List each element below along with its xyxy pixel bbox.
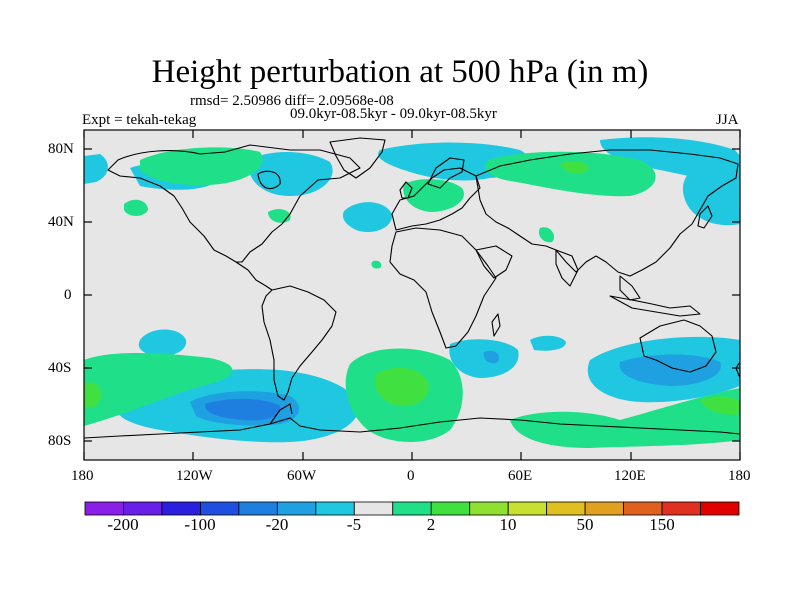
colorbar-label: -20 (265, 515, 289, 534)
strongest-negative-region (204, 398, 281, 421)
x-tick-label: 120W (176, 468, 213, 484)
plot-title: Height perturbation at 500 hPa (in m) (151, 54, 649, 90)
anomaly-region (682, 168, 740, 226)
experiment-label: Expt = tekah-tekag (82, 112, 197, 128)
colorbar-swatch (623, 501, 663, 516)
colorbar-label: 50 (576, 515, 594, 534)
strong-positive-regions (84, 161, 740, 415)
positive-regions (84, 147, 740, 448)
coastline-madagascar (491, 313, 501, 337)
colorbar-swatch (700, 501, 740, 516)
colorbar (84, 501, 740, 516)
anomaly-region (530, 335, 566, 351)
anomaly-region (560, 161, 589, 174)
coastline-southeast-asia (619, 275, 641, 301)
coastline-north-america (107, 144, 361, 263)
coastline-australia (639, 319, 717, 373)
colorbar-label: 10 (499, 515, 517, 534)
x-tick-label: 180 (71, 468, 94, 484)
stats-text: rmsd= 2.50986 diff= 2.09568e-08 (190, 93, 394, 109)
colorbar-label: -5 (346, 515, 362, 534)
negative-regions (84, 137, 740, 443)
coastline-antarctic-peninsula (269, 403, 293, 425)
y-tick-label: 80S (48, 433, 72, 449)
y-tick-label: 40S (48, 360, 72, 376)
y-tick-label: 80N (48, 141, 74, 157)
anomaly-region (483, 350, 500, 364)
anomaly-region (84, 154, 108, 184)
colorbar-swatch (315, 501, 355, 516)
anomaly-region (84, 382, 102, 408)
comparison-label: 09.0kyr-08.5kyr - 09.0kyr-08.5kyr (290, 106, 497, 122)
x-tick-label: 0 (407, 468, 415, 484)
x-tick-label: 120E (614, 468, 646, 484)
tick-marks (83, 130, 741, 460)
coastline-india (555, 249, 579, 287)
colorbar-swatch (430, 501, 471, 516)
coastline-indonesia (609, 295, 701, 317)
y-tick-label: 40N (48, 214, 74, 230)
anomaly-region (619, 354, 721, 386)
colorbar-swatch (584, 501, 624, 516)
y-tick-label: 0 (64, 287, 72, 303)
coastline-japan (697, 205, 713, 229)
colorbar-label: 2 (426, 515, 436, 534)
colorbar-swatch (546, 501, 586, 516)
coastline-britain (399, 181, 413, 199)
colorbar-swatch (353, 501, 394, 516)
anomaly-region (449, 339, 519, 378)
coastline-asia (475, 149, 739, 277)
coastline-south-america (261, 285, 337, 401)
anomaly-region (700, 396, 740, 415)
anomaly-region (138, 329, 187, 357)
anomaly-region (484, 151, 656, 197)
anomaly-region (124, 199, 148, 216)
coastline-greenland (329, 137, 386, 179)
anomaly-region (342, 202, 393, 233)
x-tick-label: 180 (728, 468, 751, 484)
colorbar-swatch (469, 501, 509, 516)
colorbar-label: -200 (107, 515, 139, 534)
colorbar-swatch (200, 501, 240, 516)
anomaly-region (371, 260, 382, 269)
x-tick-label: 60W (287, 468, 317, 484)
x-tick-label: 60E (508, 468, 533, 484)
season-label: JJA (716, 112, 739, 128)
colorbar-swatch (84, 501, 124, 516)
colorbar-label: -100 (184, 515, 216, 534)
colorbar-swatch (161, 501, 201, 516)
coastline-africa (389, 227, 497, 349)
colorbar-swatch (392, 501, 432, 516)
anomaly-layer (84, 137, 740, 448)
anomaly-region (374, 367, 429, 407)
anomaly-region (403, 179, 464, 212)
coastline-arabia (475, 245, 513, 279)
coastline-hudson-bay (257, 170, 281, 190)
colorbar-swatch (507, 501, 548, 516)
anomaly-region (510, 388, 740, 448)
coastline-new-zealand (735, 361, 740, 379)
colorbar-swatch (238, 501, 278, 516)
colorbar-swatch (123, 501, 163, 516)
colorbar-label: 150 (649, 515, 675, 534)
anomaly-region (140, 147, 263, 186)
anomaly-region (84, 353, 233, 426)
coastline-scandinavia (427, 157, 465, 189)
coastlines (84, 137, 740, 439)
colorbar-swatch (276, 501, 317, 516)
colorbar-swatch (661, 501, 701, 516)
coastline-central-america (235, 261, 273, 291)
coastline-antarctica (84, 417, 740, 439)
anomaly-region (538, 227, 555, 243)
anomaly-region (204, 398, 281, 421)
